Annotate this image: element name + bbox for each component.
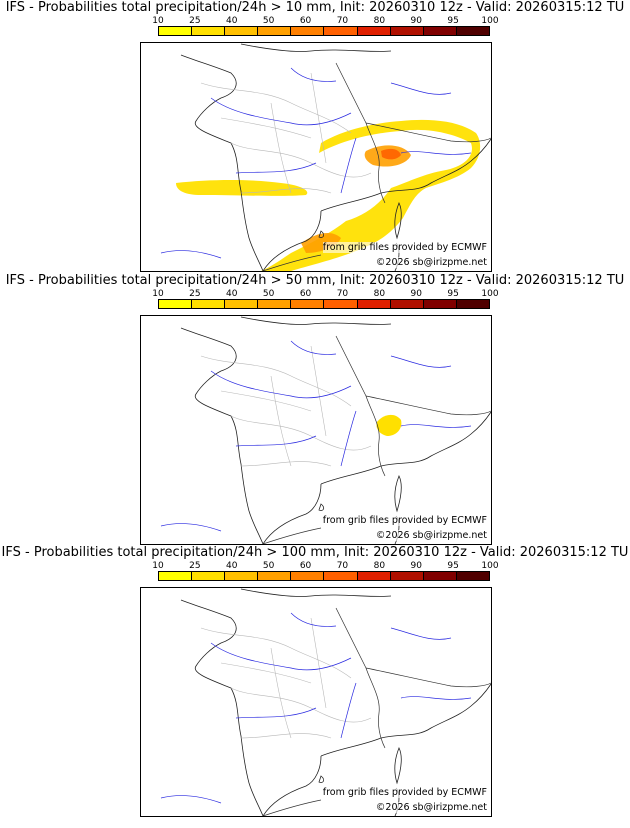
credit-source: from grib files provided by ECMWF (322, 515, 487, 526)
colorbar-tick-label: 50 (262, 16, 275, 26)
panel-title: IFS - Probabilities total precipitation/… (5, 0, 625, 15)
colorbar-segment (456, 27, 489, 35)
colorbar-segment (192, 572, 226, 580)
colorbar-segment (423, 300, 457, 308)
colorbar-segment (357, 27, 391, 35)
colorbar-labels: 10 25 40 50 60 70 80 90 95 100 (152, 561, 498, 571)
colorbar-tick-label: 90 (410, 16, 422, 26)
colorbar-segment (291, 27, 325, 35)
colorbar-segment (423, 27, 457, 35)
colorbar-tick-label: 95 (447, 561, 459, 571)
colorbar-tick-label: 40 (226, 289, 238, 299)
colorbar-tick-label: 70 (336, 16, 349, 26)
colorbar-tick-label: 80 (373, 289, 386, 299)
panel-50mm: IFS - Probabilities total precipitation/… (0, 273, 630, 545)
colorbar-segment (258, 300, 292, 308)
colorbar-segment (324, 572, 358, 580)
colorbar-segment (159, 572, 193, 580)
panel-100mm: IFS - Probabilities total precipitation/… (0, 545, 630, 817)
colorbar-tick-label: 70 (336, 289, 349, 299)
colorbar-tick-label: 50 (262, 561, 275, 571)
colorbar-segment (225, 300, 259, 308)
colorbar-segment (291, 300, 325, 308)
map-50mm: from grib files provided by ECMWF ©2026 … (140, 315, 492, 545)
colorbar-tick-label: 25 (189, 16, 201, 26)
colorbar-tick-label: 10 (152, 16, 164, 26)
colorbar-segment (390, 27, 424, 35)
colorbar (158, 299, 490, 309)
colorbar-tick-label: 90 (410, 289, 422, 299)
colorbar-segment (192, 300, 226, 308)
map-100mm: from grib files provided by ECMWF ©2026 … (140, 587, 492, 817)
colorbar-tick-label: 60 (299, 289, 312, 299)
colorbar-segment (357, 572, 391, 580)
colorbar-tick-label: 40 (226, 561, 238, 571)
colorbar-segment (423, 572, 457, 580)
colorbar-segment (258, 27, 292, 35)
colorbar-tick-label: 80 (373, 16, 386, 26)
colorbar-segment (324, 300, 358, 308)
basemap (160, 316, 491, 544)
colorbar-segment (456, 572, 489, 580)
colorbar-tick-label: 25 (189, 289, 201, 299)
colorbar-labels: 10 25 40 50 60 70 80 90 95 100 (152, 16, 498, 26)
colorbar-tick-label: 60 (299, 561, 312, 571)
colorbar-segment (192, 27, 226, 35)
map-svg (160, 588, 491, 816)
panel-10mm: IFS - Probabilities total precipitation/… (0, 0, 630, 272)
colorbar-labels: 10 25 40 50 60 70 80 90 95 100 (152, 289, 498, 299)
panel-title: IFS - Probabilities total precipitation/… (5, 273, 625, 288)
colorbar-segment (258, 572, 292, 580)
precip-area-orange (301, 145, 411, 253)
credit-copyright: ©2026 sb@irizpme.net (375, 257, 487, 268)
colorbar-segment (390, 572, 424, 580)
panel-title: IFS - Probabilities total precipitation/… (1, 545, 629, 560)
colorbar-segment (225, 27, 259, 35)
colorbar-tick-label: 80 (373, 561, 386, 571)
colorbar-segment (159, 27, 193, 35)
map-svg (160, 43, 491, 271)
colorbar-segment (357, 300, 391, 308)
colorbar-tick-label: 95 (447, 289, 459, 299)
colorbar-segment (456, 300, 489, 308)
map-10mm: from grib files provided by ECMWF ©2026 … (140, 42, 492, 272)
colorbar-tick-label: 100 (481, 561, 499, 571)
colorbar-segment (390, 300, 424, 308)
colorbar-tick-label: 90 (410, 561, 422, 571)
colorbar-segment (225, 572, 259, 580)
map-svg (160, 316, 491, 544)
colorbar-tick-label: 70 (336, 561, 349, 571)
colorbar-tick-label: 60 (299, 16, 312, 26)
colorbar-tick-label: 50 (262, 289, 275, 299)
credit-copyright: ©2026 sb@irizpme.net (375, 802, 487, 813)
credit-source: from grib files provided by ECMWF (322, 787, 487, 798)
colorbar-segment (159, 300, 193, 308)
colorbar-tick-label: 95 (447, 16, 459, 26)
colorbar-tick-label: 10 (152, 561, 164, 571)
colorbar-segment (324, 27, 358, 35)
colorbar (158, 26, 490, 36)
colorbar-tick-label: 100 (481, 16, 499, 26)
basemap (160, 588, 491, 816)
colorbar-tick-label: 25 (189, 561, 201, 571)
precip-area-yellow (376, 414, 402, 436)
credit-copyright: ©2026 sb@irizpme.net (375, 530, 487, 541)
colorbar-segment (291, 572, 325, 580)
colorbar (158, 571, 490, 581)
precip-area-red (381, 148, 401, 160)
credit-source: from grib files provided by ECMWF (322, 242, 487, 253)
colorbar-tick-label: 100 (481, 289, 499, 299)
colorbar-tick-label: 40 (226, 16, 238, 26)
colorbar-tick-label: 10 (152, 289, 164, 299)
